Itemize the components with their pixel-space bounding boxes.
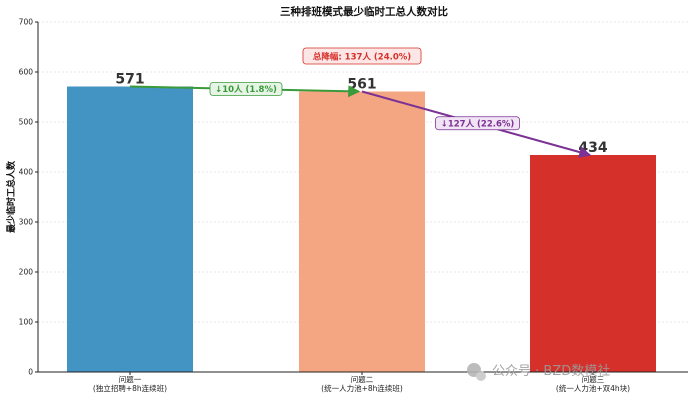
bar [67,86,193,372]
change-label-box [435,116,520,131]
x-tick-label-sub: (统一人力池+双4h块) [556,383,630,393]
y-tick-label: 300 [19,218,34,227]
chart-title: 三种排班模式最少临时工总人数对比 [280,5,448,18]
x-tick-label-sub: (独立招聘+8h连续班) [93,383,167,393]
y-tick-label: 600 [19,68,34,77]
bar [299,91,425,372]
y-axis-ticks: 0 100 200 300 400 500 600 700 [19,18,38,377]
y-tick-label: 200 [19,268,34,277]
y-tick-label: 400 [19,168,34,177]
x-tick-label: 问题二 [351,375,374,384]
bar-value-label: 571 [115,72,144,88]
watermark: 公众号 · BZD数模社 [467,363,610,381]
y-tick-label: 100 [19,318,34,327]
y-axis-label: 最少临时工总人数 [5,160,17,233]
change-label-box [209,82,283,96]
bar-value-label: 561 [347,77,376,93]
y-tick-label: 700 [19,18,34,27]
x-tick-label: 问题一 [119,375,142,384]
change-label: ↓127人 (22.6%) [441,118,515,129]
y-tick-label: 500 [19,118,34,127]
bars [67,86,656,372]
watermark-text: 公众号 · BZD数模社 [492,363,610,379]
change-label: ↓10人 (1.8%) [215,84,277,95]
x-axis-ticks: 问题一(独立招聘+8h连续班) 问题二(统一人力池+8h连续班) 问题三(统一人力池… [93,372,630,393]
y-tick-label: 0 [28,368,33,377]
total-decrease-label: 总降幅: 137人 (24.0%) [313,52,411,63]
annotations: ↓10人 (1.8%) ↓127人 (22.6%) 总降幅: 137人 (24.0%… [129,47,592,158]
wechat-icon-inner [476,371,486,381]
total-decrease-box [302,47,422,65]
bar [530,155,656,372]
x-tick-label-sub: (统一人力池+8h连续班) [321,383,403,393]
x-tick-label: 问题三 [582,375,605,384]
